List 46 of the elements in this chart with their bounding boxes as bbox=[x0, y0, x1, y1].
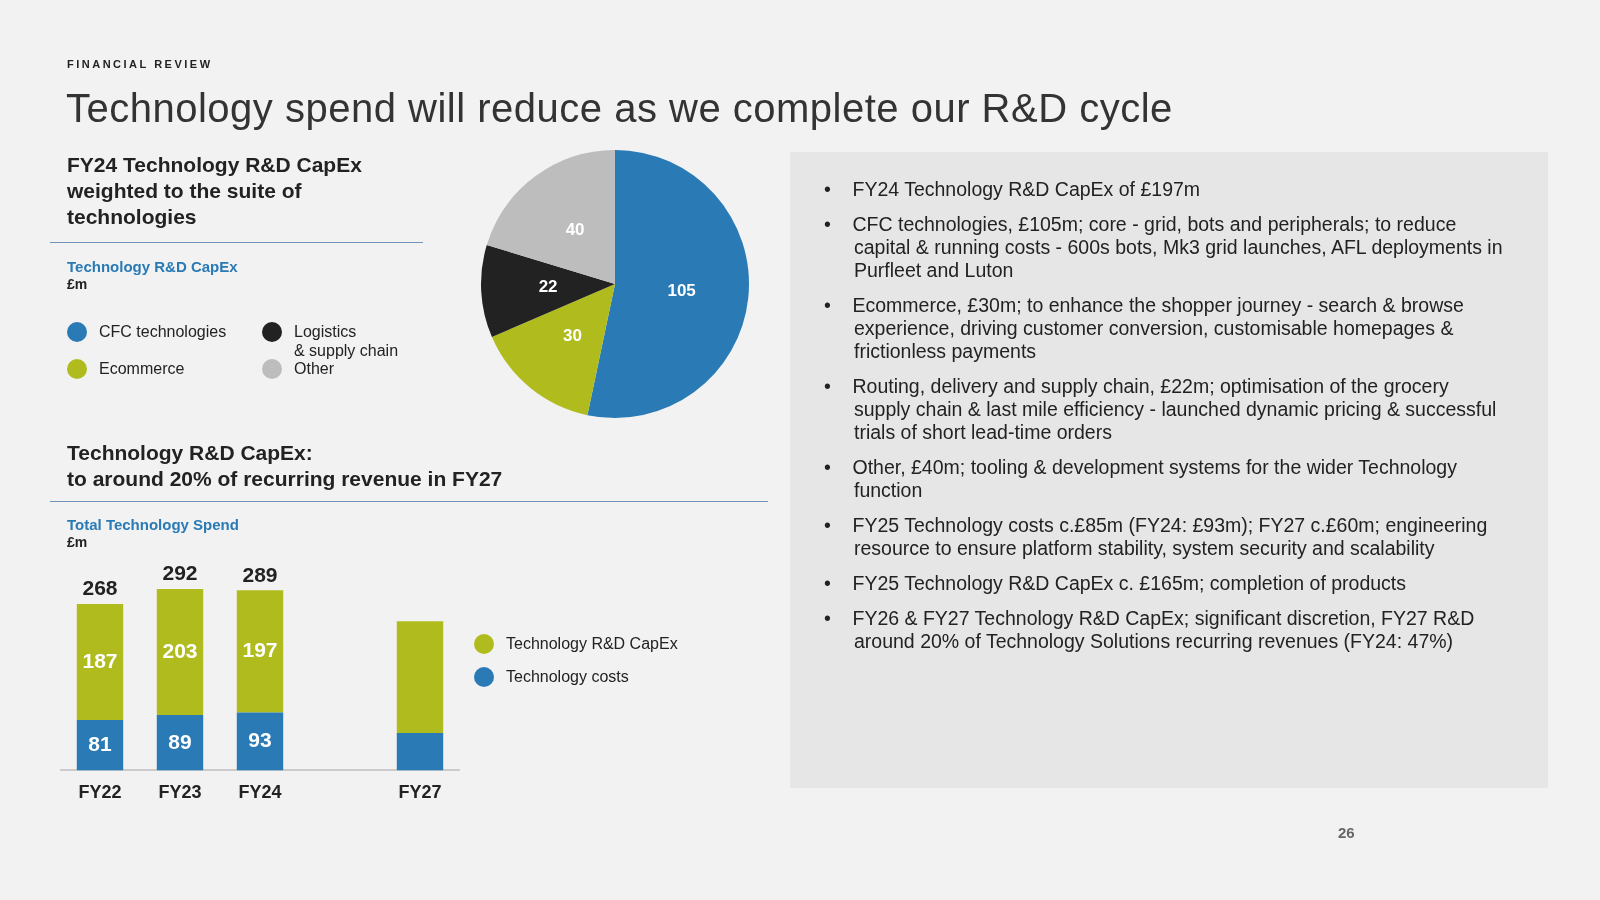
data-label: 105 bbox=[667, 280, 696, 300]
chart-subtitle: Total Technology Spend bbox=[67, 516, 239, 533]
bar bbox=[236, 590, 284, 713]
text: • CFC technologies, £105m; core - grid, bots and peripherals; to reduce capital & running costs - 600s bots, Mk3 grid launches, AFL deployments in Purfleet and Luton bbox=[824, 213, 1504, 282]
data-label: 93 bbox=[248, 728, 272, 752]
text: Technology R&D CapEx bbox=[67, 258, 238, 275]
total-label: 289 bbox=[242, 562, 278, 586]
data-label: 187 bbox=[82, 648, 118, 672]
data-label: 30 bbox=[563, 325, 583, 345]
x-tick-label: FY27 bbox=[398, 782, 442, 803]
bar bbox=[396, 621, 444, 734]
x-tick-label: FY23 bbox=[158, 782, 202, 803]
bar bbox=[76, 603, 124, 721]
legend-label: CFC technologies bbox=[99, 322, 227, 341]
bar bbox=[76, 720, 124, 771]
total-label: 292 bbox=[162, 561, 198, 585]
data-label: 22 bbox=[538, 277, 558, 297]
legend-label: Ecommerce bbox=[99, 359, 185, 378]
text: • FY24 Technology R&D CapEx of £197m bbox=[824, 178, 1202, 201]
x-tick-label: FY24 bbox=[238, 782, 282, 803]
text: • FY25 Technology R&D CapEx c. £165m; completion of products bbox=[824, 572, 1407, 595]
data-label: 40 bbox=[565, 219, 585, 239]
data-label: 81 bbox=[88, 732, 112, 756]
legend-label: Logistics & supply chain bbox=[294, 322, 399, 360]
bar bbox=[396, 733, 444, 771]
text: • FY25 Technology costs c.£85m (FY24: £93m); FY27 c.£60m; engineering resource to ensure platform stability, system security and scalability bbox=[824, 514, 1489, 560]
legend-label: Other bbox=[294, 359, 335, 378]
text: 26 bbox=[1338, 824, 1355, 841]
text: FY24 Technology R&D CapEx weighted to the suite of technologies bbox=[67, 152, 363, 230]
x-tick-label: FY22 bbox=[78, 782, 122, 803]
y-axis-title: £m bbox=[67, 534, 88, 550]
data-label: 89 bbox=[168, 729, 192, 753]
total-label: 268 bbox=[82, 576, 118, 600]
text: FINANCIAL REVIEW bbox=[67, 58, 213, 70]
bar bbox=[156, 588, 204, 716]
chart-title: Technology R&D CapEx: to around 20% of recurring revenue in FY27 bbox=[67, 440, 504, 492]
text: • Ecommerce, £30m; to enhance the shopper journey - search & browse experience, driving customer conversion, customisable homepages & frictionless payments bbox=[824, 294, 1465, 363]
legend-label: Technology costs bbox=[506, 667, 629, 686]
text: Technology spend will reduce as we complete our R&D cycle bbox=[66, 86, 1173, 131]
text: £m bbox=[67, 276, 88, 292]
text: • Other, £40m; tooling & development systems for the wider Technology function bbox=[824, 456, 1458, 502]
text: • Routing, delivery and supply chain, £22m; optimisation of the grocery supply chain & last mile efficiency - launched dynamic pricing & successful trials of short lead-time orders bbox=[824, 375, 1498, 444]
text: • FY26 & FY27 Technology R&D CapEx; significant discretion, FY27 R&D around 20% of Technology Solutions recurring revenues (FY24: 47%) bbox=[824, 607, 1476, 653]
data-label: 203 bbox=[162, 638, 198, 662]
legend-label: Technology R&D CapEx bbox=[506, 634, 678, 653]
data-label: 197 bbox=[242, 638, 278, 662]
